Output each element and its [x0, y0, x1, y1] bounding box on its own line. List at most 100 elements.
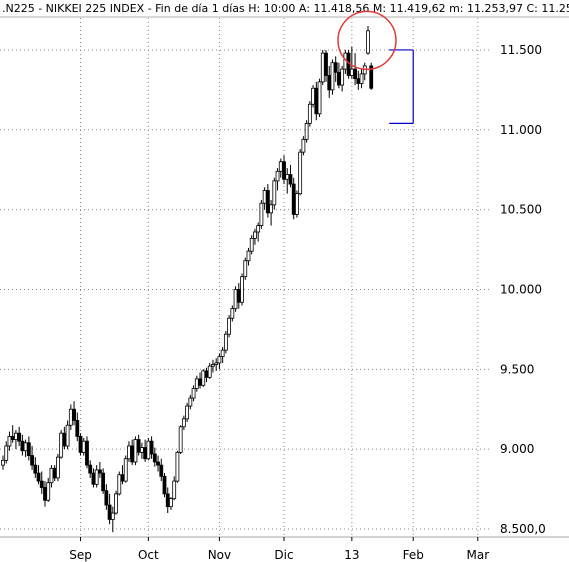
candle-body-down	[88, 464, 93, 474]
candle-body-down	[33, 464, 38, 474]
candle	[311, 85, 315, 108]
candle	[98, 461, 102, 478]
candle	[104, 484, 109, 510]
candle	[301, 136, 306, 156]
candle-body-down	[20, 440, 25, 452]
y-tick-label: 11.500	[500, 43, 542, 57]
candle	[181, 415, 186, 431]
candle	[227, 315, 232, 338]
candle-body-up	[207, 365, 212, 378]
candle-body-up	[233, 289, 238, 310]
candle-body-down	[75, 420, 80, 437]
candle-body-down	[136, 439, 141, 453]
candle	[369, 62, 374, 90]
y-tick-label: 10.500	[500, 203, 542, 217]
candle	[17, 426, 22, 446]
x-tick-label: Mar	[466, 548, 489, 562]
candle-body-down	[282, 161, 286, 180]
candle-body-down	[291, 183, 296, 215]
candle-body-up	[127, 445, 131, 460]
candle-body-up	[285, 174, 290, 180]
candle	[220, 346, 225, 363]
candle	[26, 436, 31, 461]
candle-body-down	[288, 174, 293, 185]
candle-body-up	[278, 161, 283, 172]
candle-body-down	[52, 467, 57, 479]
candle	[30, 445, 34, 470]
candle	[59, 430, 64, 459]
candle-body-up	[275, 170, 280, 182]
candle-body-down	[107, 504, 112, 520]
candle	[94, 465, 99, 488]
candle	[56, 453, 60, 482]
candle-body-down	[369, 65, 374, 89]
candle	[288, 164, 293, 188]
candle	[217, 353, 222, 370]
candle-body-up	[181, 418, 186, 428]
candle	[259, 200, 264, 229]
candle	[146, 437, 151, 461]
candle-body-up	[139, 447, 144, 453]
candle-body-up	[46, 482, 51, 501]
candle-body-down	[30, 455, 34, 466]
candle-body-up	[295, 193, 299, 215]
candle	[39, 471, 44, 494]
candle	[65, 420, 70, 450]
candle-body-down	[333, 62, 338, 73]
candle-body-up	[214, 362, 219, 365]
candle-body-up	[14, 432, 18, 440]
candle-body-up	[249, 237, 254, 252]
y-tick-label: 10.000	[500, 282, 542, 296]
x-tick-label: Nov	[208, 548, 231, 562]
candle-body-down	[198, 378, 202, 386]
candle-body-up	[311, 87, 315, 105]
candle	[223, 330, 228, 354]
candle-body-down	[26, 442, 31, 456]
candle-body-up	[191, 388, 196, 399]
candle	[156, 455, 160, 472]
candle-body-down	[85, 440, 89, 466]
candle-body-down	[314, 87, 319, 115]
candle	[107, 493, 112, 525]
candle-body-up	[172, 480, 177, 500]
candle	[46, 477, 51, 502]
candle-body-up	[178, 426, 183, 453]
x-tick-label: Dic	[274, 548, 293, 562]
candle	[85, 436, 89, 469]
candle-body-up	[133, 439, 138, 463]
candle-body-up	[4, 445, 9, 461]
candle	[114, 490, 118, 515]
candle	[191, 385, 196, 402]
candle	[291, 177, 296, 220]
candle-body-up	[256, 225, 261, 233]
candle	[75, 412, 80, 442]
candle-body-up	[298, 151, 303, 195]
trend-lines	[389, 49, 414, 124]
candle	[240, 273, 244, 306]
candle	[275, 168, 280, 191]
candle	[249, 235, 254, 255]
candle	[253, 228, 257, 245]
candle	[136, 434, 141, 456]
x-tick-label: Oct	[138, 548, 159, 562]
candle	[246, 247, 251, 266]
candle	[7, 431, 12, 451]
candle-body-up	[201, 370, 206, 386]
candle	[256, 222, 261, 242]
candle-body-up	[349, 68, 354, 76]
candle-body-up	[272, 180, 277, 206]
x-tick-label: Sep	[69, 548, 92, 562]
candle	[307, 101, 312, 127]
candle	[152, 447, 157, 467]
candle	[159, 458, 164, 482]
candle-body-up	[269, 204, 273, 214]
candle	[295, 190, 299, 218]
candle	[101, 468, 106, 494]
x-tick-label: Feb	[403, 548, 424, 562]
candle-body-down	[236, 289, 241, 303]
candle	[366, 25, 370, 55]
candle-body-up	[169, 498, 173, 508]
candle-body-up	[188, 397, 193, 407]
candle-body-up	[220, 349, 225, 357]
candle-body-down	[165, 493, 170, 508]
